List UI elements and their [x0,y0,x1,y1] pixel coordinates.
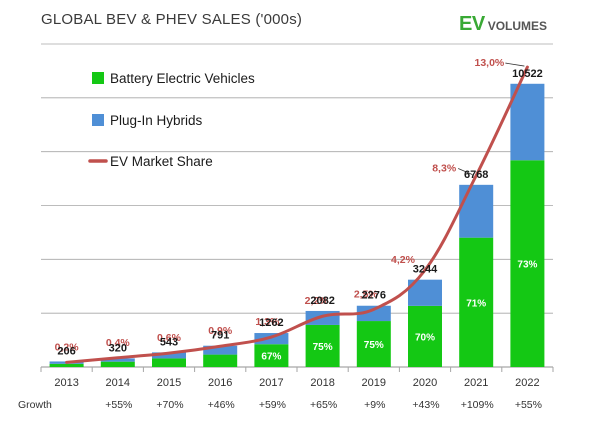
total-label-2015: 543 [160,336,178,348]
legend-swatch-bev [92,72,104,84]
chart-title: GLOBAL BEV & PHEV SALES ('000s) [41,11,303,28]
growth-label: Growth [18,399,52,411]
growth-value-2015: +70% [156,399,183,411]
growth-value-2022: +55% [515,399,542,411]
legend: Battery Electric Vehicles Plug-In Hybrids… [88,71,255,169]
legend-label-bev: Battery Electric Vehicles [110,71,255,86]
share-leader-2021 [458,168,473,175]
bar-bev-2021 [459,237,494,367]
bar-bev-2020 [408,305,442,367]
legend-swatch-phev [92,114,104,126]
bev-share-label-2022: 73% [517,260,537,271]
brand-volumes: VOLUMES [487,19,548,33]
bar-phev-2017 [254,333,289,345]
x-tick-label-2018: 2018 [310,377,334,389]
bar-bev-2018 [305,324,340,367]
share-label-2019: 2,5% [354,288,379,300]
bar-phev-2014 [100,358,135,362]
total-label-2018: 2082 [310,295,334,307]
share-leader-2022 [505,62,525,67]
bar-phev-2022 [510,83,545,161]
x-tick-label-2020: 2020 [413,377,437,389]
share-label-2016: 0,9% [208,325,233,337]
share-label-2018: 2,2% [305,295,330,307]
bar-phev-2016 [203,345,238,355]
bar-bev-2019 [356,321,391,367]
bar-bev-2014 [100,361,135,367]
market-share-curve [65,65,529,364]
bev-share-label-2021: 71% [466,298,486,309]
bar-bev-2013 [49,363,84,367]
growth-value-2018: +65% [310,399,337,411]
growth-value-2019: +9% [364,399,385,411]
legend-label-phev: Plug-In Hybrids [110,113,203,128]
total-label-2020: 3244 [413,264,438,276]
share-label-2017: 1,3% [255,316,280,328]
market-share-line [65,65,529,364]
x-tick-label-2016: 2016 [208,377,232,389]
bev-share-label-2018: 75% [313,342,333,353]
brand-ev: EV [459,13,485,35]
total-label-2016: 791 [211,330,229,342]
x-tick-label-2019: 2019 [362,377,386,389]
x-tick-label-2021: 2021 [464,377,488,389]
share-label-2021: 8,3% [432,163,457,175]
total-label-2022: 10522 [512,68,543,80]
share-label-2020: 4,2% [391,254,416,266]
bar-bev-2022 [510,160,545,367]
growth-value-2014: +55% [105,399,132,411]
bev-share-label-2020: 70% [415,332,435,343]
share-label-2013: 0,2% [55,341,80,353]
x-tick-label-2022: 2022 [515,377,539,389]
share-label-2022: 13,0% [475,57,505,69]
growth-value-2020: +43% [412,399,439,411]
legend-label-share: EV Market Share [110,154,213,169]
x-tick-label-2013: 2013 [54,377,78,389]
growth-row: Growth +55% +70% +46% +59% +65% +9% +43% +109% +5… [18,399,542,411]
bar-phev-2015 [152,352,186,359]
total-label-2021: 6768 [464,169,488,181]
growth-value-2017: +59% [259,399,286,411]
share-label-2014: 0,4% [106,337,131,349]
total-label-2017: 1262 [259,317,283,329]
total-label-2019: 2276 [362,290,386,302]
x-tick-label-2017: 2017 [259,377,283,389]
data-labels: 0,2% 0,4% 0,6% 0,9% 1,3% 2,2% 2,5% 4,2% 8,3% 13,0… [55,57,543,363]
brand-logo: EV VOLUMES [459,13,547,36]
x-tick-label-2015: 2015 [157,377,181,389]
bar-bev-2016 [203,354,238,367]
growth-value-2021: +109% [461,399,494,411]
bar-bev-2015 [152,358,186,367]
x-tick-label-2014: 2014 [106,377,130,389]
bev-share-label-2017: 67% [261,352,281,363]
bar-phev-2019 [356,305,391,322]
growth-value-2016: +46% [208,399,235,411]
bev-share-label-2019: 75% [364,340,384,351]
share-label-2015: 0,6% [157,332,182,344]
total-label-2013: 206 [57,345,75,357]
total-label-2014: 320 [109,342,127,354]
bar-bev-2017 [254,344,289,367]
x-axis: 2013 2014 2015 2016 2017 2018 2019 2020 2021 2022 [40,367,554,389]
bar-phev-2021 [459,184,494,238]
